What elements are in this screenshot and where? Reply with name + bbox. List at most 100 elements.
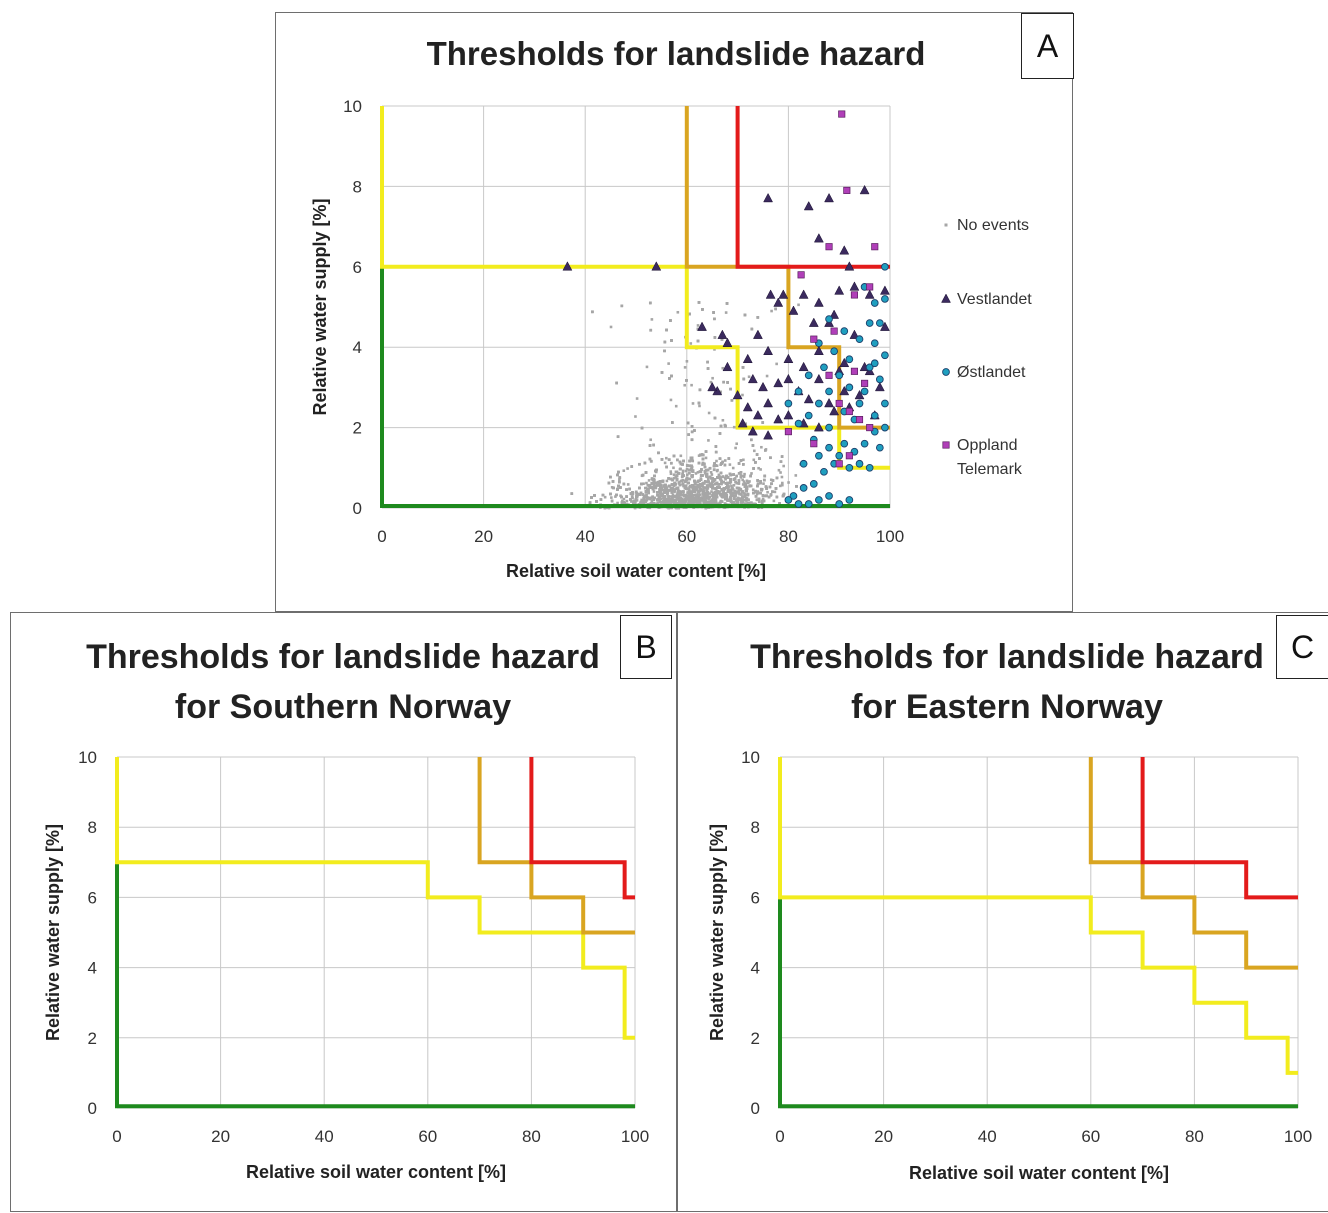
point--stlandet (845, 355, 854, 364)
threshold-line-a-yellow (380, 106, 890, 470)
x-tick-label-a-100: 100 (876, 527, 904, 546)
point-vestlandet (722, 337, 733, 347)
x-tick-label-b-20: 20 (211, 1127, 230, 1146)
point-vestlandet (854, 389, 865, 400)
point-vestlandet (808, 317, 819, 327)
point-vestlandet (803, 393, 814, 404)
threshold-line-b-yellow (115, 757, 635, 1040)
point--stlandet (825, 315, 833, 323)
point-vestlandet (651, 261, 662, 271)
point--stlandet (794, 500, 803, 508)
point-vestlandet (783, 373, 794, 384)
x-axis-label-c: Relative soil water content [%] (909, 1163, 1169, 1183)
point--stlandet (820, 363, 828, 372)
point--stlandet (815, 496, 823, 504)
point-oppland (861, 379, 869, 387)
point--stlandet (881, 262, 889, 271)
point-vestlandet (732, 389, 743, 400)
point-vestlandet (753, 329, 763, 339)
x-tick-label-c-80: 80 (1185, 1127, 1204, 1146)
point--stlandet (845, 383, 854, 392)
x-tick-label-c-20: 20 (874, 1127, 893, 1146)
chart-title-b-line-1: Thresholds for landslide hazard (86, 638, 600, 676)
threshold-line-a-red (735, 106, 890, 269)
point-vestlandet (773, 414, 784, 424)
point-oppland (810, 440, 818, 448)
point-vestlandet (803, 200, 814, 211)
point-vestlandet (697, 321, 707, 331)
point--stlandet (809, 480, 818, 488)
point-vestlandet (849, 281, 860, 291)
point-vestlandet (753, 410, 763, 420)
y-tick-label-b-0: 0 (88, 1099, 97, 1118)
x-tick-label-b-40: 40 (315, 1127, 334, 1146)
point-oppland (871, 243, 879, 251)
point--stlandet (825, 443, 833, 452)
y-tick-label-a-0: 0 (353, 499, 362, 518)
point-oppland (825, 243, 833, 251)
point--stlandet (881, 295, 889, 303)
x-tick-label-c-40: 40 (978, 1127, 997, 1146)
point--stlandet (794, 419, 803, 428)
point-vestlandet (798, 289, 809, 299)
point--stlandet (865, 463, 874, 472)
point--stlandet (881, 399, 889, 408)
point-vestlandet (747, 426, 758, 436)
threshold-line-a-green (380, 266, 890, 508)
point-oppland (838, 110, 846, 118)
point-vestlandet (859, 184, 870, 195)
point-oppland (845, 407, 853, 416)
y-tick-label-c-10: 10 (741, 748, 760, 767)
point--stlandet (815, 451, 823, 460)
y-tick-label-c-0: 0 (751, 1099, 760, 1118)
point-vestlandet (874, 381, 885, 392)
point-vestlandet (813, 373, 824, 384)
threshold-line-a-orange (684, 106, 890, 430)
chart-title-b-line-2: for Southern Norway (175, 688, 511, 726)
point-vestlandet (813, 297, 824, 307)
y-tick-label-c-8: 8 (751, 818, 760, 837)
point-oppland (855, 416, 864, 424)
point-vestlandet (783, 410, 794, 420)
point--stlandet (875, 319, 884, 327)
threshold-line-c-green (778, 897, 1298, 1109)
panel-label-c: C (1276, 615, 1328, 679)
point--stlandet (804, 500, 813, 508)
point--stlandet (870, 339, 879, 348)
point-vestlandet (742, 401, 753, 412)
point-oppland (797, 271, 805, 279)
y-tick-label-a-8: 8 (353, 177, 362, 196)
y-tick-label-c-2: 2 (751, 1029, 760, 1048)
y-tick-label-b-4: 4 (88, 959, 97, 978)
x-tick-label-b-100: 100 (621, 1127, 649, 1146)
point-vestlandet (880, 321, 890, 331)
point-oppland (866, 283, 874, 291)
point-vestlandet (562, 261, 573, 271)
point--stlandet (784, 399, 793, 408)
point--stlandet (881, 423, 889, 432)
legend-marker-vestlandet (941, 293, 951, 303)
point--stlandet (789, 492, 798, 500)
point-vestlandet (742, 353, 753, 364)
point-vestlandet (829, 405, 840, 416)
x-axis-label-a: Relative soil water content [%] (506, 561, 766, 581)
point--stlandet (870, 359, 879, 368)
point-vestlandet (763, 345, 773, 355)
point-oppland (825, 371, 833, 379)
y-tick-label-a-10: 10 (343, 97, 362, 116)
point-vestlandet (773, 297, 784, 307)
point--stlandet (840, 439, 849, 448)
point-oppland (835, 399, 843, 408)
point-vestlandet (763, 430, 773, 440)
point--stlandet (855, 335, 864, 344)
y-axis-label-a: Relative water supply [%] (310, 198, 330, 415)
point-vestlandet (839, 357, 850, 368)
point-oppland (835, 460, 843, 468)
point-vestlandet (864, 289, 875, 299)
legend-marker-oppland (942, 441, 950, 449)
chart-title-c-line-2: for Eastern Norway (851, 688, 1163, 726)
point-oppland (784, 428, 792, 436)
point--stlandet (835, 371, 844, 380)
point-oppland (850, 367, 858, 375)
y-tick-label-c-4: 4 (751, 959, 760, 978)
